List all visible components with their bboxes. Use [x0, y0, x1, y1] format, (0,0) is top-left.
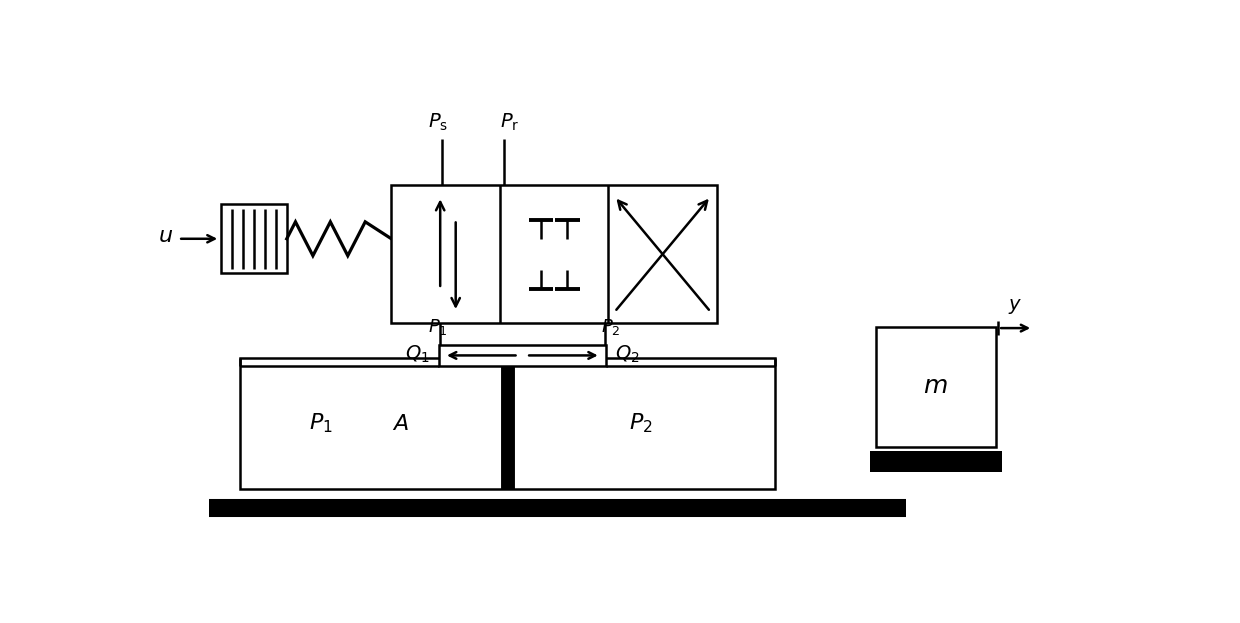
- Text: $P_\mathrm{r}$: $P_\mathrm{r}$: [500, 112, 520, 133]
- Text: $Q_1$: $Q_1$: [404, 343, 429, 364]
- Text: $y$: $y$: [1008, 297, 1022, 316]
- Text: $P_1$: $P_1$: [309, 412, 332, 435]
- Text: $P_1$: $P_1$: [428, 317, 448, 337]
- Text: $P_2$: $P_2$: [630, 412, 653, 435]
- Text: $P_2$: $P_2$: [601, 317, 620, 337]
- Bar: [875, 327, 996, 447]
- Text: $A$: $A$: [392, 412, 409, 435]
- Text: $P_\mathrm{L}\!=\!P_1\!-\!P_2$: $P_\mathrm{L}\!=\!P_1\!-\!P_2$: [486, 345, 559, 364]
- Bar: [869, 450, 1002, 472]
- Bar: [439, 345, 606, 366]
- Bar: [221, 204, 286, 273]
- Text: $u$: $u$: [157, 226, 172, 247]
- Bar: [392, 185, 717, 323]
- Text: $P_\mathrm{s}$: $P_\mathrm{s}$: [428, 112, 448, 133]
- Bar: [241, 358, 775, 489]
- Text: $Q_2$: $Q_2$: [615, 343, 640, 364]
- Text: $m$: $m$: [924, 376, 949, 399]
